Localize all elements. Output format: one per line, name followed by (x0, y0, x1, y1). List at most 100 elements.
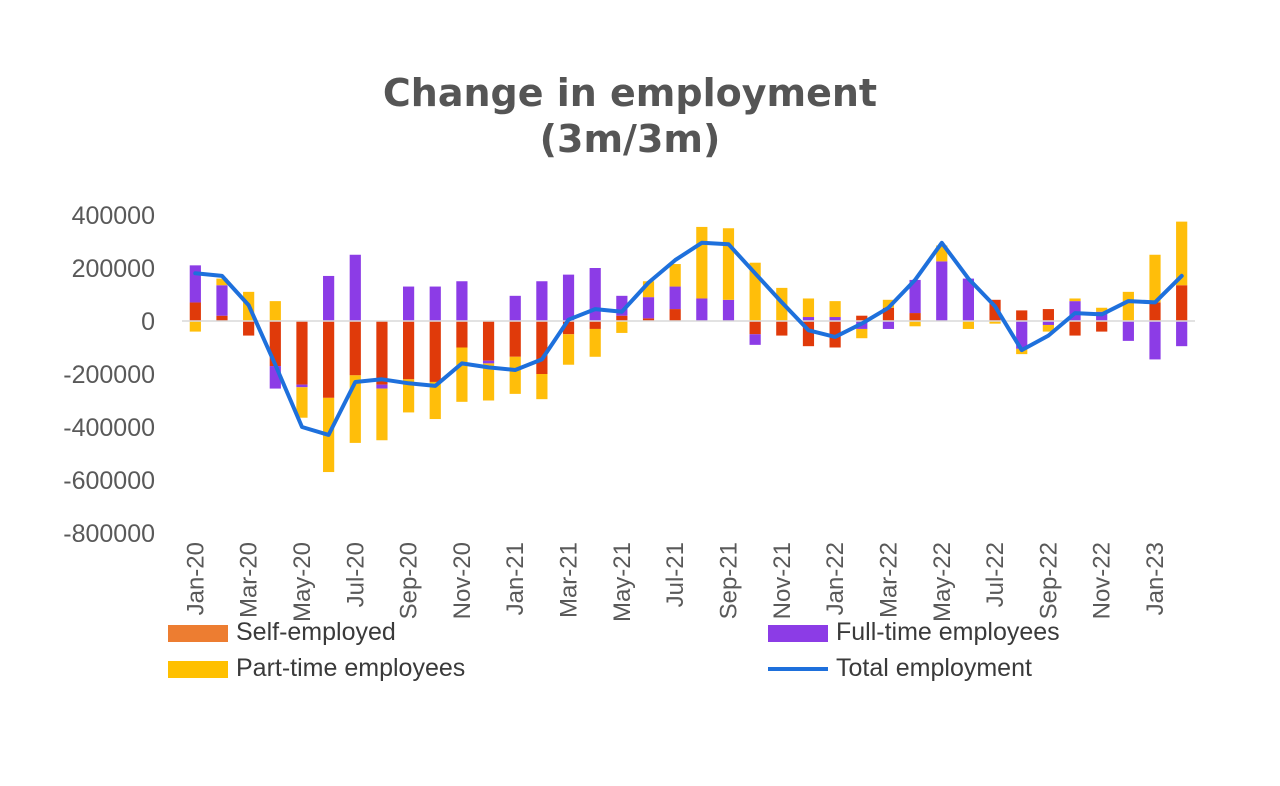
bar-part-time-employees (962, 321, 975, 329)
point-total-employment (913, 278, 917, 282)
bar-full-time-employees (829, 317, 841, 321)
bar-self-employed (536, 321, 548, 374)
bar-self-employed (776, 321, 788, 336)
x-tick-label: Jul-22 (982, 542, 1009, 607)
x-tick-label: Sep-21 (715, 542, 742, 619)
bar-part-time-employees (989, 321, 1001, 324)
line-total-employment (193, 240, 1184, 437)
bar-self-employed (1042, 309, 1054, 321)
bar-part-time-employees (829, 301, 841, 318)
bar-self-employed (882, 307, 895, 321)
bar-full-time-employees (1176, 321, 1188, 347)
bar-full-time-employees (456, 281, 468, 321)
bar-part-time-employees (749, 262, 761, 321)
bar-part-time-employees (429, 381, 441, 420)
point-total-employment (593, 307, 597, 311)
point-total-employment (1100, 312, 1104, 316)
bar-self-employed (323, 321, 335, 398)
bar-part-time-employees (1149, 254, 1161, 303)
point-total-employment (647, 281, 651, 285)
bar-full-time-employees (269, 366, 281, 389)
point-total-employment (993, 304, 997, 308)
bar-full-time-employees (216, 285, 228, 316)
point-total-employment (700, 241, 704, 245)
y-tick-label: -400000 (63, 414, 155, 442)
x-tick-label: Nov-22 (1089, 542, 1116, 619)
bar-part-time-employees (722, 228, 735, 300)
legend-line-total (768, 667, 828, 671)
bar-self-employed (562, 321, 575, 335)
bar-part-time-employees (296, 387, 308, 418)
point-total-employment (860, 322, 864, 326)
bar-part-time-employees (1176, 221, 1188, 286)
x-tick-label: Jul-20 (342, 542, 369, 607)
point-total-employment (273, 363, 277, 367)
point-total-employment (300, 425, 304, 429)
bar-self-employed (829, 321, 841, 348)
legend-swatch-part-time (168, 661, 228, 678)
x-tick-label: Sep-22 (1035, 542, 1062, 619)
point-total-employment (886, 306, 890, 310)
point-total-employment (966, 277, 970, 281)
bar-self-employed (269, 321, 281, 367)
bar-self-employed (1016, 310, 1028, 321)
bar-full-time-employees (1042, 321, 1054, 325)
bar-self-employed (296, 321, 308, 385)
legend-swatch-full-time (768, 625, 828, 642)
point-total-employment (193, 271, 197, 275)
bar-part-time-employees (509, 356, 521, 394)
y-tick-label: 200000 (72, 255, 155, 283)
bar-full-time-employees (589, 268, 601, 321)
bar-full-time-employees (429, 286, 441, 321)
bar-full-time-employees (936, 261, 948, 321)
point-total-employment (1180, 274, 1184, 278)
bar-part-time-employees (1096, 307, 1108, 312)
chart-title: Change in employment (3m/3m) (0, 70, 1260, 162)
point-total-employment (780, 300, 784, 304)
chart-title-line-2: (3m/3m) (539, 117, 721, 161)
bar-full-time-employees (616, 295, 628, 316)
legend-label-full-time: Full-time employees (836, 618, 1060, 646)
bar-part-time-employees (1069, 298, 1081, 302)
point-total-employment (1046, 334, 1050, 338)
bar-self-employed (642, 318, 655, 321)
point-total-employment (1126, 299, 1130, 303)
bar-part-time-employees (802, 298, 815, 318)
bar-part-time-employees (456, 347, 468, 402)
bar-full-time-employees (1122, 321, 1134, 341)
point-total-employment (567, 318, 571, 322)
x-tick-label: Mar-20 (236, 542, 263, 618)
bar-part-time-employees (669, 264, 681, 287)
bar-self-employed (402, 321, 415, 380)
x-tick-label: Mar-21 (556, 542, 583, 618)
point-total-employment (1073, 311, 1077, 315)
bar-self-employed (429, 321, 441, 382)
bar-full-time-employees (536, 281, 548, 321)
bar-self-employed (349, 321, 361, 376)
x-tick-label: Nov-20 (449, 542, 476, 619)
point-total-employment (806, 328, 810, 332)
legend-label-self-employed: Self-employed (236, 618, 396, 646)
bar-full-time-employees (696, 298, 708, 321)
bar-full-time-employees (562, 274, 575, 321)
bar-full-time-employees (376, 384, 388, 389)
bar-part-time-employees (909, 321, 921, 327)
bar-self-employed (509, 321, 521, 357)
point-total-employment (487, 365, 491, 369)
x-tick-label: Sep-20 (396, 542, 423, 619)
bar-self-employed (482, 321, 495, 361)
bar-self-employed (989, 299, 1001, 321)
bar-self-employed (456, 321, 468, 348)
bar-self-employed (616, 315, 628, 321)
bar-full-time-employees (802, 317, 815, 321)
point-total-employment (433, 384, 437, 388)
bar-self-employed (243, 321, 255, 336)
point-total-employment (327, 433, 331, 437)
chart-title-line-1: Change in employment (382, 71, 878, 115)
bar-full-time-employees (1069, 301, 1081, 321)
point-total-employment (833, 335, 837, 339)
x-tick-label: Jan-20 (182, 542, 209, 615)
bar-part-time-employees (936, 245, 948, 262)
x-tick-label: Jul-21 (662, 542, 689, 607)
